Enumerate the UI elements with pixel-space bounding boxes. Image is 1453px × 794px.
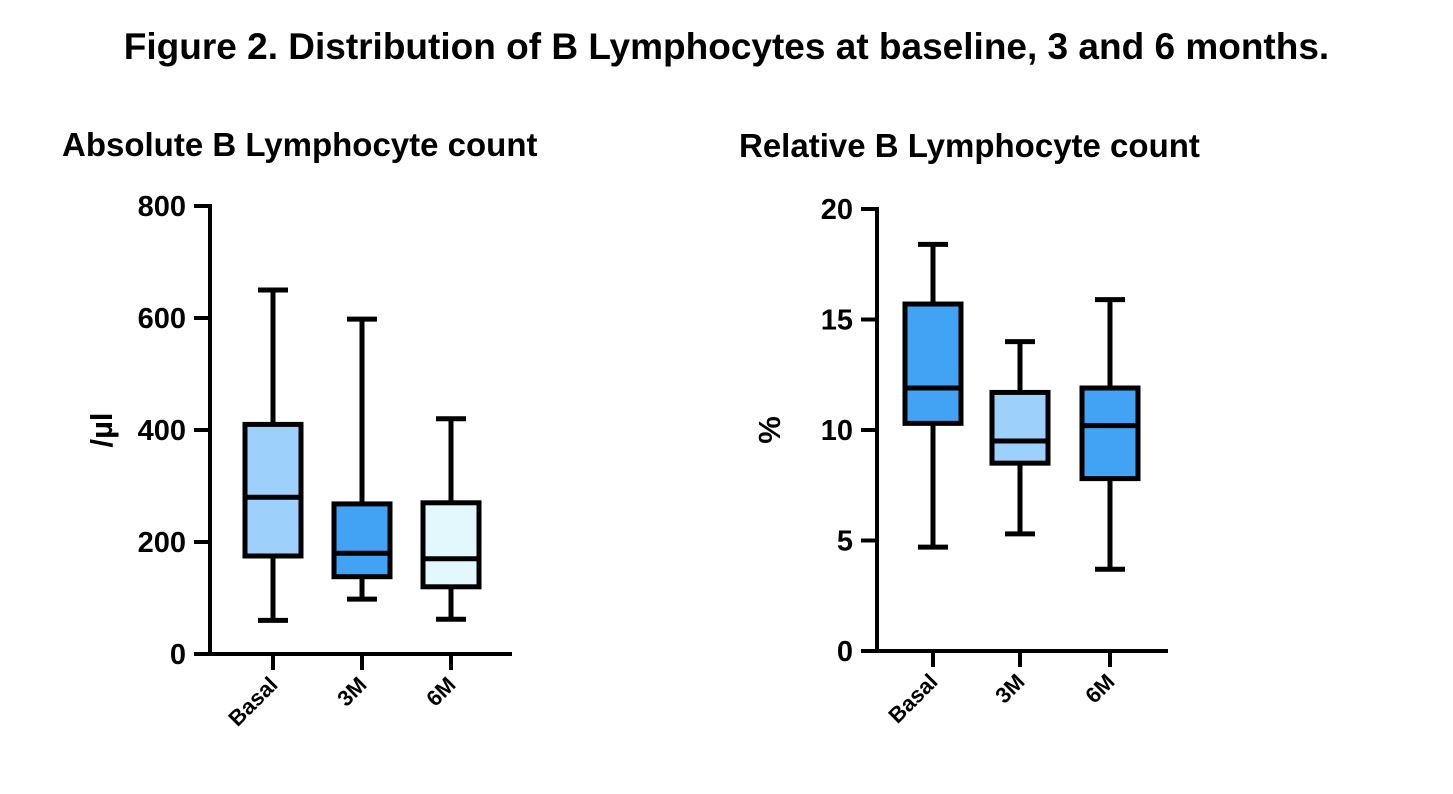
- y-tick-label: 15: [821, 305, 853, 337]
- box-6m: [420, 500, 482, 590]
- y-tick-label: 10: [821, 415, 853, 447]
- box-3m: [331, 501, 393, 580]
- x-tick-label: Basal: [223, 672, 282, 731]
- y-tick-label: 5: [837, 526, 853, 558]
- chart-title: Absolute B Lymphocyte count: [62, 126, 537, 163]
- x-tick-label: 6M: [421, 672, 460, 711]
- y-tick-label: 600: [138, 303, 186, 335]
- y-tick-label: 20: [821, 194, 853, 226]
- x-tick-label: 3M: [990, 669, 1029, 708]
- x-tick-label: 6M: [1080, 669, 1119, 708]
- y-tick-label: 0: [170, 639, 186, 671]
- x-tick-label: 3M: [332, 672, 371, 711]
- box-basal: [242, 421, 304, 559]
- y-tick-label: 400: [138, 415, 186, 447]
- box-3m: [989, 389, 1051, 466]
- y-tick-label: 800: [138, 191, 186, 223]
- chart-panel-2: Relative B Lymphocyte count% 0 5 10 15 20 Basa…: [739, 127, 1200, 728]
- box-basal: [902, 301, 964, 426]
- chart-title: Relative B Lymphocyte count: [739, 127, 1200, 164]
- chart-panel-1: Absolute B Lymphocyte count/µl 0 200 400 600…: [62, 126, 537, 731]
- x-tick-label: Basal: [883, 669, 942, 728]
- figure-title: Figure 2. Distribution of B Lymphocytes …: [123, 26, 1330, 67]
- y-axis-label: %: [752, 416, 787, 444]
- box-6m: [1079, 385, 1141, 482]
- y-tick-label: 200: [138, 527, 186, 559]
- y-axis-label: /µl: [84, 412, 119, 447]
- y-tick-label: 0: [837, 636, 853, 668]
